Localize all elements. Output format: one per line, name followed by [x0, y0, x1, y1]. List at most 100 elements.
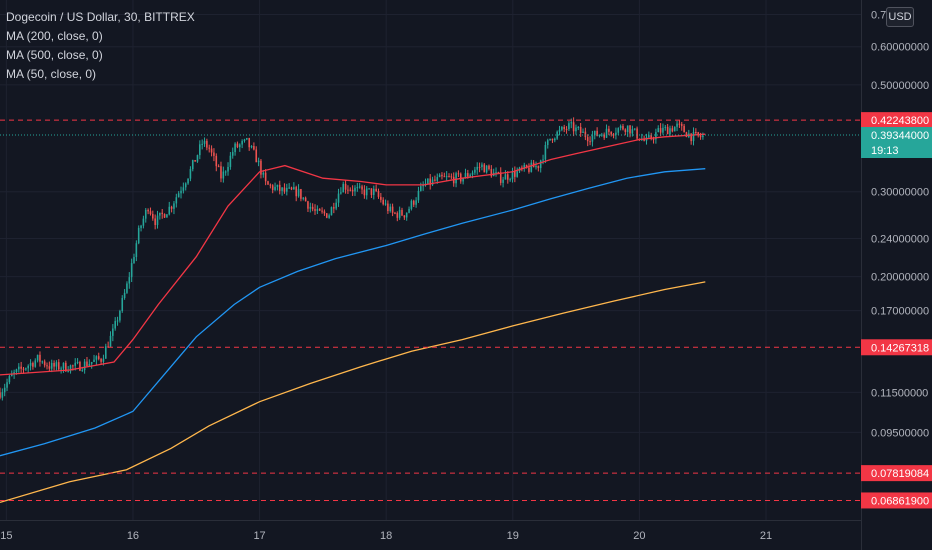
currency-button[interactable]: USD	[886, 7, 914, 27]
candle-body	[29, 362, 32, 366]
candle	[483, 163, 486, 173]
ma500-path	[0, 281, 706, 504]
candle	[271, 184, 274, 194]
candle	[556, 130, 558, 140]
candle	[250, 145, 253, 149]
candle-body	[372, 188, 375, 195]
candle	[549, 138, 551, 141]
candle	[112, 324, 114, 342]
candle	[243, 138, 246, 143]
candle	[523, 162, 526, 172]
candle-body	[445, 176, 448, 178]
candle	[222, 166, 225, 183]
candle-body	[626, 125, 629, 132]
candle-body	[546, 140, 549, 146]
candle-body	[104, 346, 107, 359]
candle	[0, 387, 1, 400]
candle-body	[323, 211, 326, 214]
candle	[283, 183, 286, 194]
ma200-legend[interactable]: MA (200, close, 0)	[6, 29, 103, 43]
candle-body	[478, 166, 481, 168]
candle-body	[554, 138, 556, 141]
candle-body	[128, 277, 131, 284]
time-tick-label: 15	[0, 530, 12, 542]
candle	[678, 120, 681, 128]
candle-body	[615, 132, 617, 135]
candle	[93, 354, 95, 363]
candle	[380, 192, 382, 203]
candle	[424, 178, 427, 187]
candle	[582, 128, 584, 134]
candle	[504, 170, 507, 180]
candle	[561, 126, 563, 132]
candle	[196, 154, 199, 163]
ma500-legend[interactable]: MA (500, close, 0)	[6, 48, 103, 62]
horizontal-levels[interactable]	[0, 119, 861, 501]
candle	[657, 125, 660, 133]
candle-body	[187, 178, 189, 184]
candle	[537, 165, 540, 172]
candle	[410, 199, 413, 211]
candle-body	[154, 218, 156, 225]
symbol-title[interactable]: Dogecoin / US Dollar, 30, BITTREX	[6, 10, 195, 24]
candle	[163, 213, 166, 219]
candle	[264, 169, 267, 186]
candle-body	[539, 160, 542, 169]
candle	[286, 183, 288, 196]
candle-body	[450, 176, 453, 178]
candle-body	[184, 183, 187, 188]
candle-body	[436, 177, 439, 181]
time-axis[interactable]	[0, 520, 861, 550]
candle	[420, 182, 422, 192]
candle-body	[664, 126, 667, 128]
candle-body	[55, 362, 58, 367]
candle	[683, 123, 685, 133]
candle	[558, 125, 561, 136]
candle-body	[260, 160, 262, 175]
candle	[384, 199, 387, 206]
candle-body	[648, 135, 650, 138]
candle-body	[13, 372, 15, 375]
candle	[448, 173, 450, 178]
candle-body	[676, 123, 678, 127]
candle	[695, 128, 697, 136]
candle-body	[271, 185, 274, 190]
candle	[46, 362, 48, 370]
candle-body	[356, 187, 359, 189]
ma50-legend[interactable]: MA (50, close, 0)	[6, 67, 97, 81]
candle	[203, 137, 206, 147]
candle-body	[262, 172, 265, 175]
candle-body	[490, 169, 493, 177]
candle	[333, 202, 335, 214]
candle	[387, 200, 389, 214]
candle	[368, 188, 370, 190]
price-axis[interactable]	[861, 0, 932, 550]
candle	[575, 124, 577, 135]
candle-body	[568, 123, 570, 130]
candle	[116, 316, 119, 326]
candle	[88, 359, 91, 367]
candle	[662, 123, 664, 135]
candle	[173, 201, 175, 215]
candle-body	[144, 209, 147, 219]
candle-body	[462, 178, 464, 182]
candle	[551, 138, 554, 143]
candle-body	[429, 178, 432, 185]
candle-body	[302, 197, 305, 199]
candle	[32, 361, 34, 370]
candle-body	[469, 174, 471, 177]
candle-body	[586, 137, 589, 142]
candle-body	[659, 128, 662, 133]
time-tick-label: 19	[507, 530, 519, 542]
candle	[3, 383, 6, 397]
candle-body	[629, 125, 631, 134]
candle	[502, 176, 504, 188]
level-price-label: 0.07819084	[871, 468, 929, 480]
candle-body	[575, 127, 577, 132]
candle	[34, 358, 37, 368]
ma500-line	[0, 281, 706, 504]
candle-body	[589, 141, 591, 143]
candle	[572, 117, 575, 137]
candle	[481, 162, 483, 171]
